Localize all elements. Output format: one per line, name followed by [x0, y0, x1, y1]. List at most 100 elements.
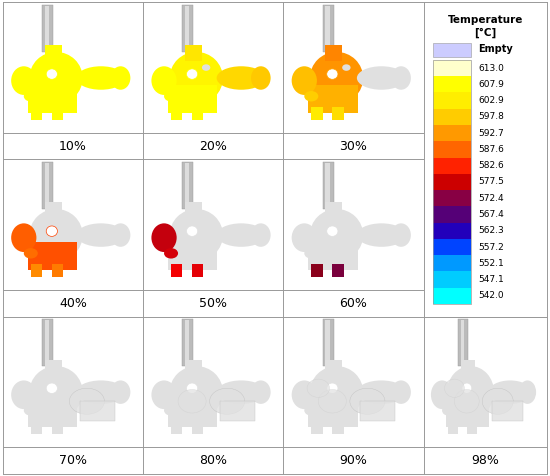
Ellipse shape: [357, 380, 406, 404]
Text: 592.7: 592.7: [478, 129, 504, 138]
Ellipse shape: [210, 388, 245, 414]
Ellipse shape: [62, 221, 70, 228]
Bar: [171, 107, 182, 120]
Ellipse shape: [151, 66, 177, 95]
Text: 582.6: 582.6: [478, 161, 504, 170]
Bar: [52, 421, 63, 434]
Bar: [326, 45, 342, 61]
Bar: [185, 359, 202, 375]
Bar: [360, 401, 395, 421]
Ellipse shape: [151, 223, 177, 252]
Bar: [192, 421, 204, 434]
Bar: [80, 401, 115, 421]
Ellipse shape: [11, 223, 36, 252]
Ellipse shape: [488, 380, 532, 404]
Bar: [182, 319, 194, 366]
Ellipse shape: [454, 389, 479, 413]
Bar: [433, 288, 470, 304]
Bar: [433, 223, 470, 239]
Ellipse shape: [62, 378, 70, 385]
Text: Empty: Empty: [478, 44, 513, 54]
Ellipse shape: [327, 69, 338, 79]
Text: 30%: 30%: [339, 139, 367, 153]
Bar: [31, 421, 42, 434]
Ellipse shape: [46, 69, 57, 79]
Ellipse shape: [186, 383, 197, 394]
Bar: [433, 207, 470, 223]
Bar: [326, 320, 329, 365]
Ellipse shape: [111, 223, 130, 247]
Text: 572.4: 572.4: [478, 194, 504, 203]
Ellipse shape: [519, 380, 536, 404]
Bar: [28, 399, 77, 427]
Ellipse shape: [186, 226, 197, 237]
Bar: [332, 264, 344, 277]
Ellipse shape: [151, 380, 177, 409]
Ellipse shape: [304, 91, 318, 101]
Ellipse shape: [251, 66, 271, 90]
Ellipse shape: [444, 379, 464, 397]
Bar: [326, 202, 342, 218]
Bar: [168, 85, 217, 113]
Ellipse shape: [304, 248, 318, 258]
Text: 542.0: 542.0: [478, 291, 504, 300]
Bar: [42, 319, 53, 366]
Bar: [220, 401, 255, 421]
Ellipse shape: [169, 209, 223, 261]
Bar: [185, 6, 189, 50]
Ellipse shape: [310, 52, 363, 104]
Ellipse shape: [447, 366, 494, 418]
Bar: [42, 162, 53, 209]
Bar: [171, 421, 182, 434]
Ellipse shape: [217, 66, 266, 90]
Bar: [433, 174, 470, 190]
Bar: [185, 320, 189, 365]
Bar: [433, 109, 470, 125]
Ellipse shape: [46, 383, 57, 394]
Ellipse shape: [304, 405, 318, 416]
Bar: [433, 43, 470, 58]
Ellipse shape: [310, 366, 363, 418]
Ellipse shape: [62, 64, 70, 71]
Bar: [446, 399, 489, 427]
Text: 20%: 20%: [199, 139, 227, 153]
Bar: [182, 5, 194, 52]
Bar: [311, 264, 322, 277]
Ellipse shape: [292, 66, 317, 95]
Ellipse shape: [169, 366, 223, 418]
Text: 602.9: 602.9: [478, 96, 504, 105]
Ellipse shape: [307, 379, 329, 397]
Ellipse shape: [431, 380, 453, 409]
Text: 567.4: 567.4: [478, 210, 504, 219]
Ellipse shape: [342, 378, 350, 385]
Bar: [433, 158, 470, 174]
Bar: [322, 319, 334, 366]
Text: 10%: 10%: [59, 139, 87, 153]
Bar: [185, 45, 202, 61]
Bar: [458, 319, 468, 366]
Text: 557.2: 557.2: [478, 243, 504, 251]
Ellipse shape: [164, 405, 178, 416]
Ellipse shape: [186, 69, 197, 79]
Ellipse shape: [11, 66, 36, 95]
Bar: [31, 107, 42, 120]
Bar: [28, 242, 77, 270]
Ellipse shape: [111, 380, 130, 404]
Text: 597.8: 597.8: [478, 112, 504, 121]
Ellipse shape: [217, 380, 266, 404]
Ellipse shape: [202, 221, 210, 228]
Bar: [45, 45, 62, 61]
Bar: [309, 399, 358, 427]
Ellipse shape: [357, 66, 406, 90]
Ellipse shape: [442, 405, 454, 416]
Bar: [192, 107, 204, 120]
Ellipse shape: [76, 66, 125, 90]
Bar: [326, 359, 342, 375]
Bar: [171, 264, 182, 277]
Ellipse shape: [391, 380, 411, 404]
Ellipse shape: [76, 380, 125, 404]
Bar: [311, 107, 322, 120]
Ellipse shape: [202, 64, 210, 71]
Bar: [45, 6, 49, 50]
Bar: [45, 359, 62, 375]
